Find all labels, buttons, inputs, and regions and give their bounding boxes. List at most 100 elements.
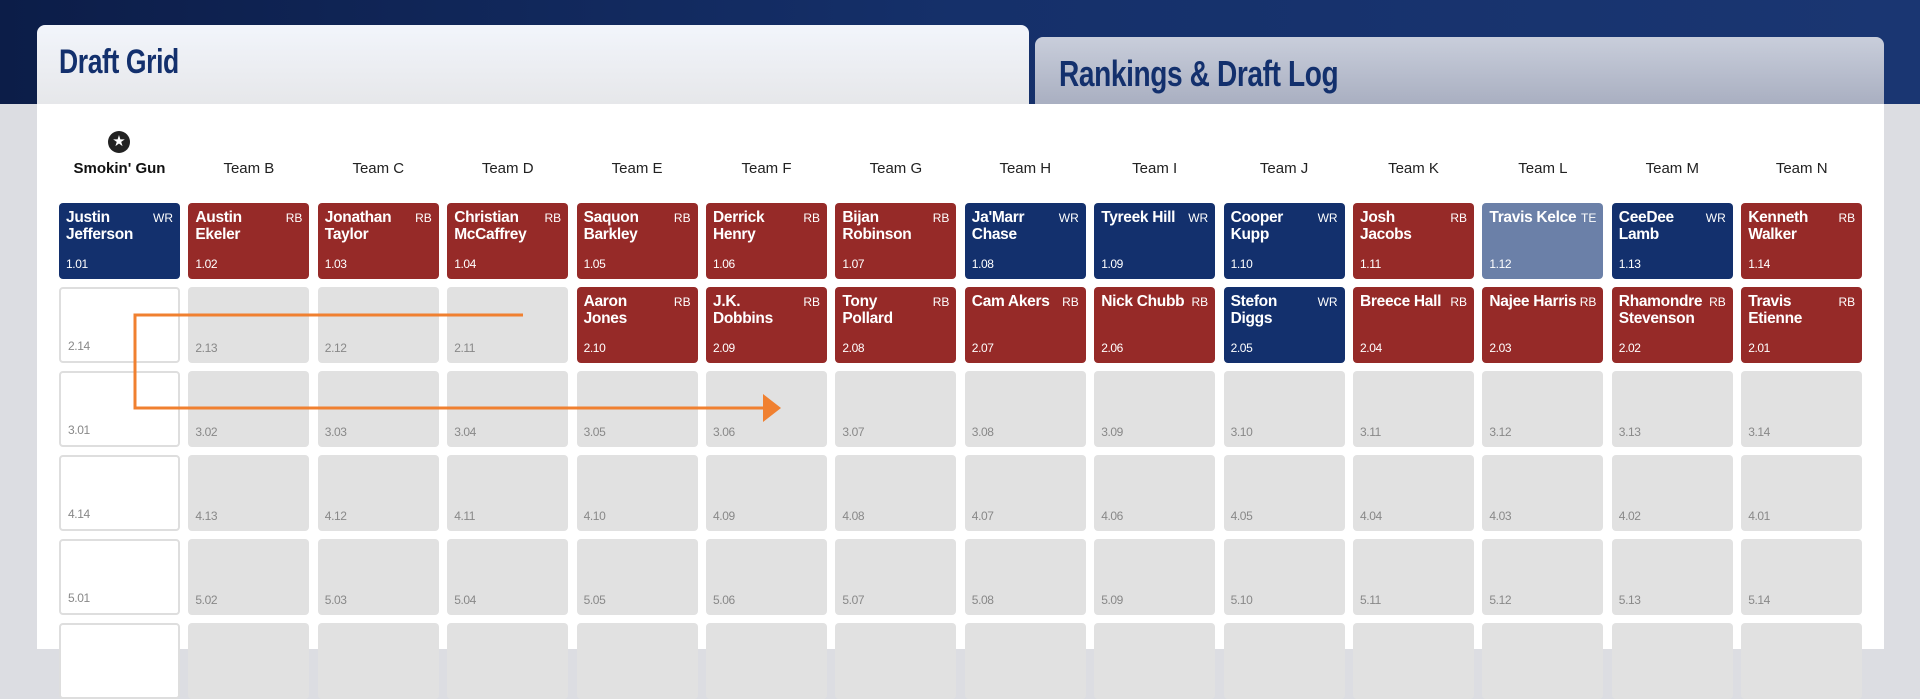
empty-pick-cell[interactable]: 3.13 — [1611, 371, 1733, 447]
player-position: RB — [803, 295, 820, 309]
pick-number: 5.13 — [1618, 593, 1641, 607]
player-name: Travis Etienne — [1748, 293, 1803, 327]
player-name: Ja'Marr Chase — [971, 209, 1025, 243]
empty-pick-cell[interactable]: 5.01 — [59, 539, 180, 615]
pick-number: 3.06 — [713, 425, 735, 439]
empty-pick-cell[interactable]: 4.03 — [1482, 455, 1604, 531]
empty-pick-cell[interactable]: 5.04 — [447, 539, 569, 615]
empty-pick-cell[interactable]: 4.08 — [835, 455, 957, 531]
empty-pick-cell[interactable]: 3.09 — [1094, 371, 1216, 447]
pick-number: 5.07 — [842, 593, 865, 607]
empty-pick-cell[interactable]: 5.10 — [1223, 539, 1345, 615]
pick-number: 3.14 — [1748, 425, 1770, 439]
player-name: Justin Jefferson — [66, 209, 134, 243]
snake-arrow-line — [133, 313, 765, 410]
drafted-player-cell[interactable]: Breece Hall RB 2.04 — [1353, 287, 1474, 363]
empty-pick-cell[interactable]: 3.14 — [1741, 371, 1863, 447]
player-position: RB — [415, 211, 432, 225]
empty-pick-cell[interactable]: 2.11 — [447, 287, 569, 363]
empty-pick-cell[interactable]: 5.13 — [1611, 539, 1733, 615]
pick-number: 1.14 — [1748, 257, 1770, 271]
drafted-player-cell[interactable]: Josh Jacobs RB 1.11 — [1353, 203, 1474, 279]
player-position: RB — [932, 211, 950, 225]
pick-number: 4.11 — [454, 509, 476, 523]
empty-pick-cell[interactable]: 5.07 — [835, 539, 957, 615]
empty-pick-cell[interactable]: 5.06 — [706, 539, 827, 615]
drafted-player-cell[interactable]: Christian McCaffrey RB 1.04 — [447, 203, 569, 279]
drafted-player-cell[interactable]: Travis Etienne RB 2.01 — [1741, 287, 1863, 363]
empty-pick-cell[interactable]: 2.14 — [59, 287, 180, 363]
pick-number: 5.05 — [583, 593, 606, 607]
drafted-player-cell[interactable]: Tony Pollard RB 2.08 — [835, 287, 957, 363]
drafted-player-cell[interactable]: CeeDee Lamb WR 1.13 — [1611, 203, 1733, 279]
drafted-player-cell[interactable]: Stefon Diggs WR 2.05 — [1223, 287, 1345, 363]
pick-number: 4.14 — [68, 507, 90, 521]
snake-order-arrow — [133, 313, 781, 422]
team-header: Team D — [481, 160, 534, 177]
empty-pick-cell[interactable]: 4.13 — [188, 455, 310, 531]
drafted-player-cell[interactable]: Justin Jefferson WR 1.01 — [59, 203, 180, 279]
drafted-player-cell[interactable]: Derrick Henry RB 1.06 — [706, 203, 827, 279]
empty-pick-cell[interactable]: 4.05 — [1223, 455, 1345, 531]
empty-pick-cell[interactable]: 4.10 — [576, 455, 698, 531]
empty-pick-cell[interactable]: 2.12 — [317, 287, 439, 363]
empty-pick-cell[interactable]: 5.08 — [964, 539, 1086, 615]
empty-pick-cell[interactable]: 5.02 — [188, 539, 310, 615]
pick-number: 1.13 — [1618, 257, 1641, 271]
drafted-player-cell[interactable]: J.K. Dobbins RB 2.09 — [706, 287, 827, 363]
pick-number: 2.06 — [1101, 341, 1123, 355]
empty-pick-cell[interactable]: 4.02 — [1611, 455, 1733, 531]
drafted-player-cell[interactable]: Rhamondre Stevenson RB 2.02 — [1611, 287, 1733, 363]
pick-number: 2.12 — [324, 341, 347, 355]
empty-pick-cell[interactable]: 5.14 — [1741, 539, 1863, 615]
empty-pick-cell[interactable]: 3.08 — [964, 371, 1086, 447]
empty-pick-cell[interactable]: 3.07 — [835, 371, 957, 447]
drafted-player-cell[interactable]: Nick Chubb RB 2.06 — [1094, 287, 1216, 363]
drafted-player-cell[interactable]: Ja'Marr Chase WR 1.08 — [964, 203, 1086, 279]
tab-draft-grid[interactable]: Draft Grid — [37, 25, 1029, 104]
drafted-player-cell[interactable]: Austin Ekeler RB 1.02 — [188, 203, 310, 279]
drafted-player-cell[interactable]: Cooper Kupp WR 1.10 — [1223, 203, 1345, 279]
drafted-player-cell[interactable]: Najee Harris RB 2.03 — [1482, 287, 1604, 363]
team-header: Team I — [1132, 160, 1178, 177]
player-name: Rhamondre Stevenson — [1618, 293, 1703, 327]
empty-pick-cell[interactable]: 4.07 — [964, 455, 1086, 531]
drafted-player-cell[interactable]: Aaron Jones RB 2.10 — [576, 287, 698, 363]
empty-pick-cell[interactable]: 4.04 — [1353, 455, 1474, 531]
team-header: Team H — [999, 160, 1052, 177]
empty-pick-cell[interactable]: 4.14 — [59, 455, 180, 531]
empty-pick-cell[interactable]: 5.11 — [1353, 539, 1474, 615]
empty-pick-cell[interactable]: 4.01 — [1741, 455, 1863, 531]
pick-number: 3.02 — [195, 425, 218, 439]
tab-rankings-draft-log[interactable]: Rankings & Draft Log — [1035, 37, 1884, 104]
empty-pick-cell[interactable]: 3.12 — [1482, 371, 1604, 447]
drafted-player-cell[interactable]: Travis Kelce TE 1.12 — [1482, 203, 1604, 279]
pick-number: 5.08 — [971, 593, 994, 607]
empty-pick-cell[interactable]: 4.12 — [317, 455, 439, 531]
empty-pick-cell[interactable]: 5.05 — [576, 539, 698, 615]
player-position: TE — [1581, 211, 1597, 225]
pick-number: 4.06 — [1101, 509, 1123, 523]
pick-number: 1.07 — [842, 257, 865, 271]
pick-number: 2.13 — [195, 341, 218, 355]
drafted-player-cell[interactable]: Kenneth Walker RB 1.14 — [1741, 203, 1863, 279]
empty-pick-cell[interactable]: 4.06 — [1094, 455, 1216, 531]
empty-pick-cell[interactable]: 2.13 — [188, 287, 310, 363]
empty-pick-cell[interactable]: 4.09 — [706, 455, 827, 531]
pick-number: 5.04 — [454, 593, 476, 607]
empty-pick-cell[interactable]: 5.12 — [1482, 539, 1604, 615]
empty-pick-cell[interactable]: 4.11 — [447, 455, 569, 531]
drafted-player-cell[interactable]: Bijan Robinson RB 1.07 — [835, 203, 957, 279]
empty-pick-cell[interactable]: 5.09 — [1094, 539, 1216, 615]
empty-pick-cell[interactable]: 3.11 — [1353, 371, 1474, 447]
drafted-player-cell[interactable]: Saquon Barkley RB 1.05 — [576, 203, 698, 279]
drafted-player-cell[interactable]: Tyreek Hill WR 1.09 — [1094, 203, 1216, 279]
pick-number: 1.01 — [66, 257, 88, 271]
drafted-player-cell[interactable]: Jonathan Taylor RB 1.03 — [317, 203, 439, 279]
empty-pick-cell[interactable]: 5.03 — [317, 539, 439, 615]
drafted-player-cell[interactable]: Cam Akers RB 2.07 — [964, 287, 1086, 363]
player-name: Tony Pollard — [842, 293, 893, 327]
pick-number: 5.14 — [1748, 593, 1770, 607]
empty-pick-cell[interactable]: 3.01 — [59, 371, 180, 447]
empty-pick-cell[interactable]: 3.10 — [1223, 371, 1345, 447]
